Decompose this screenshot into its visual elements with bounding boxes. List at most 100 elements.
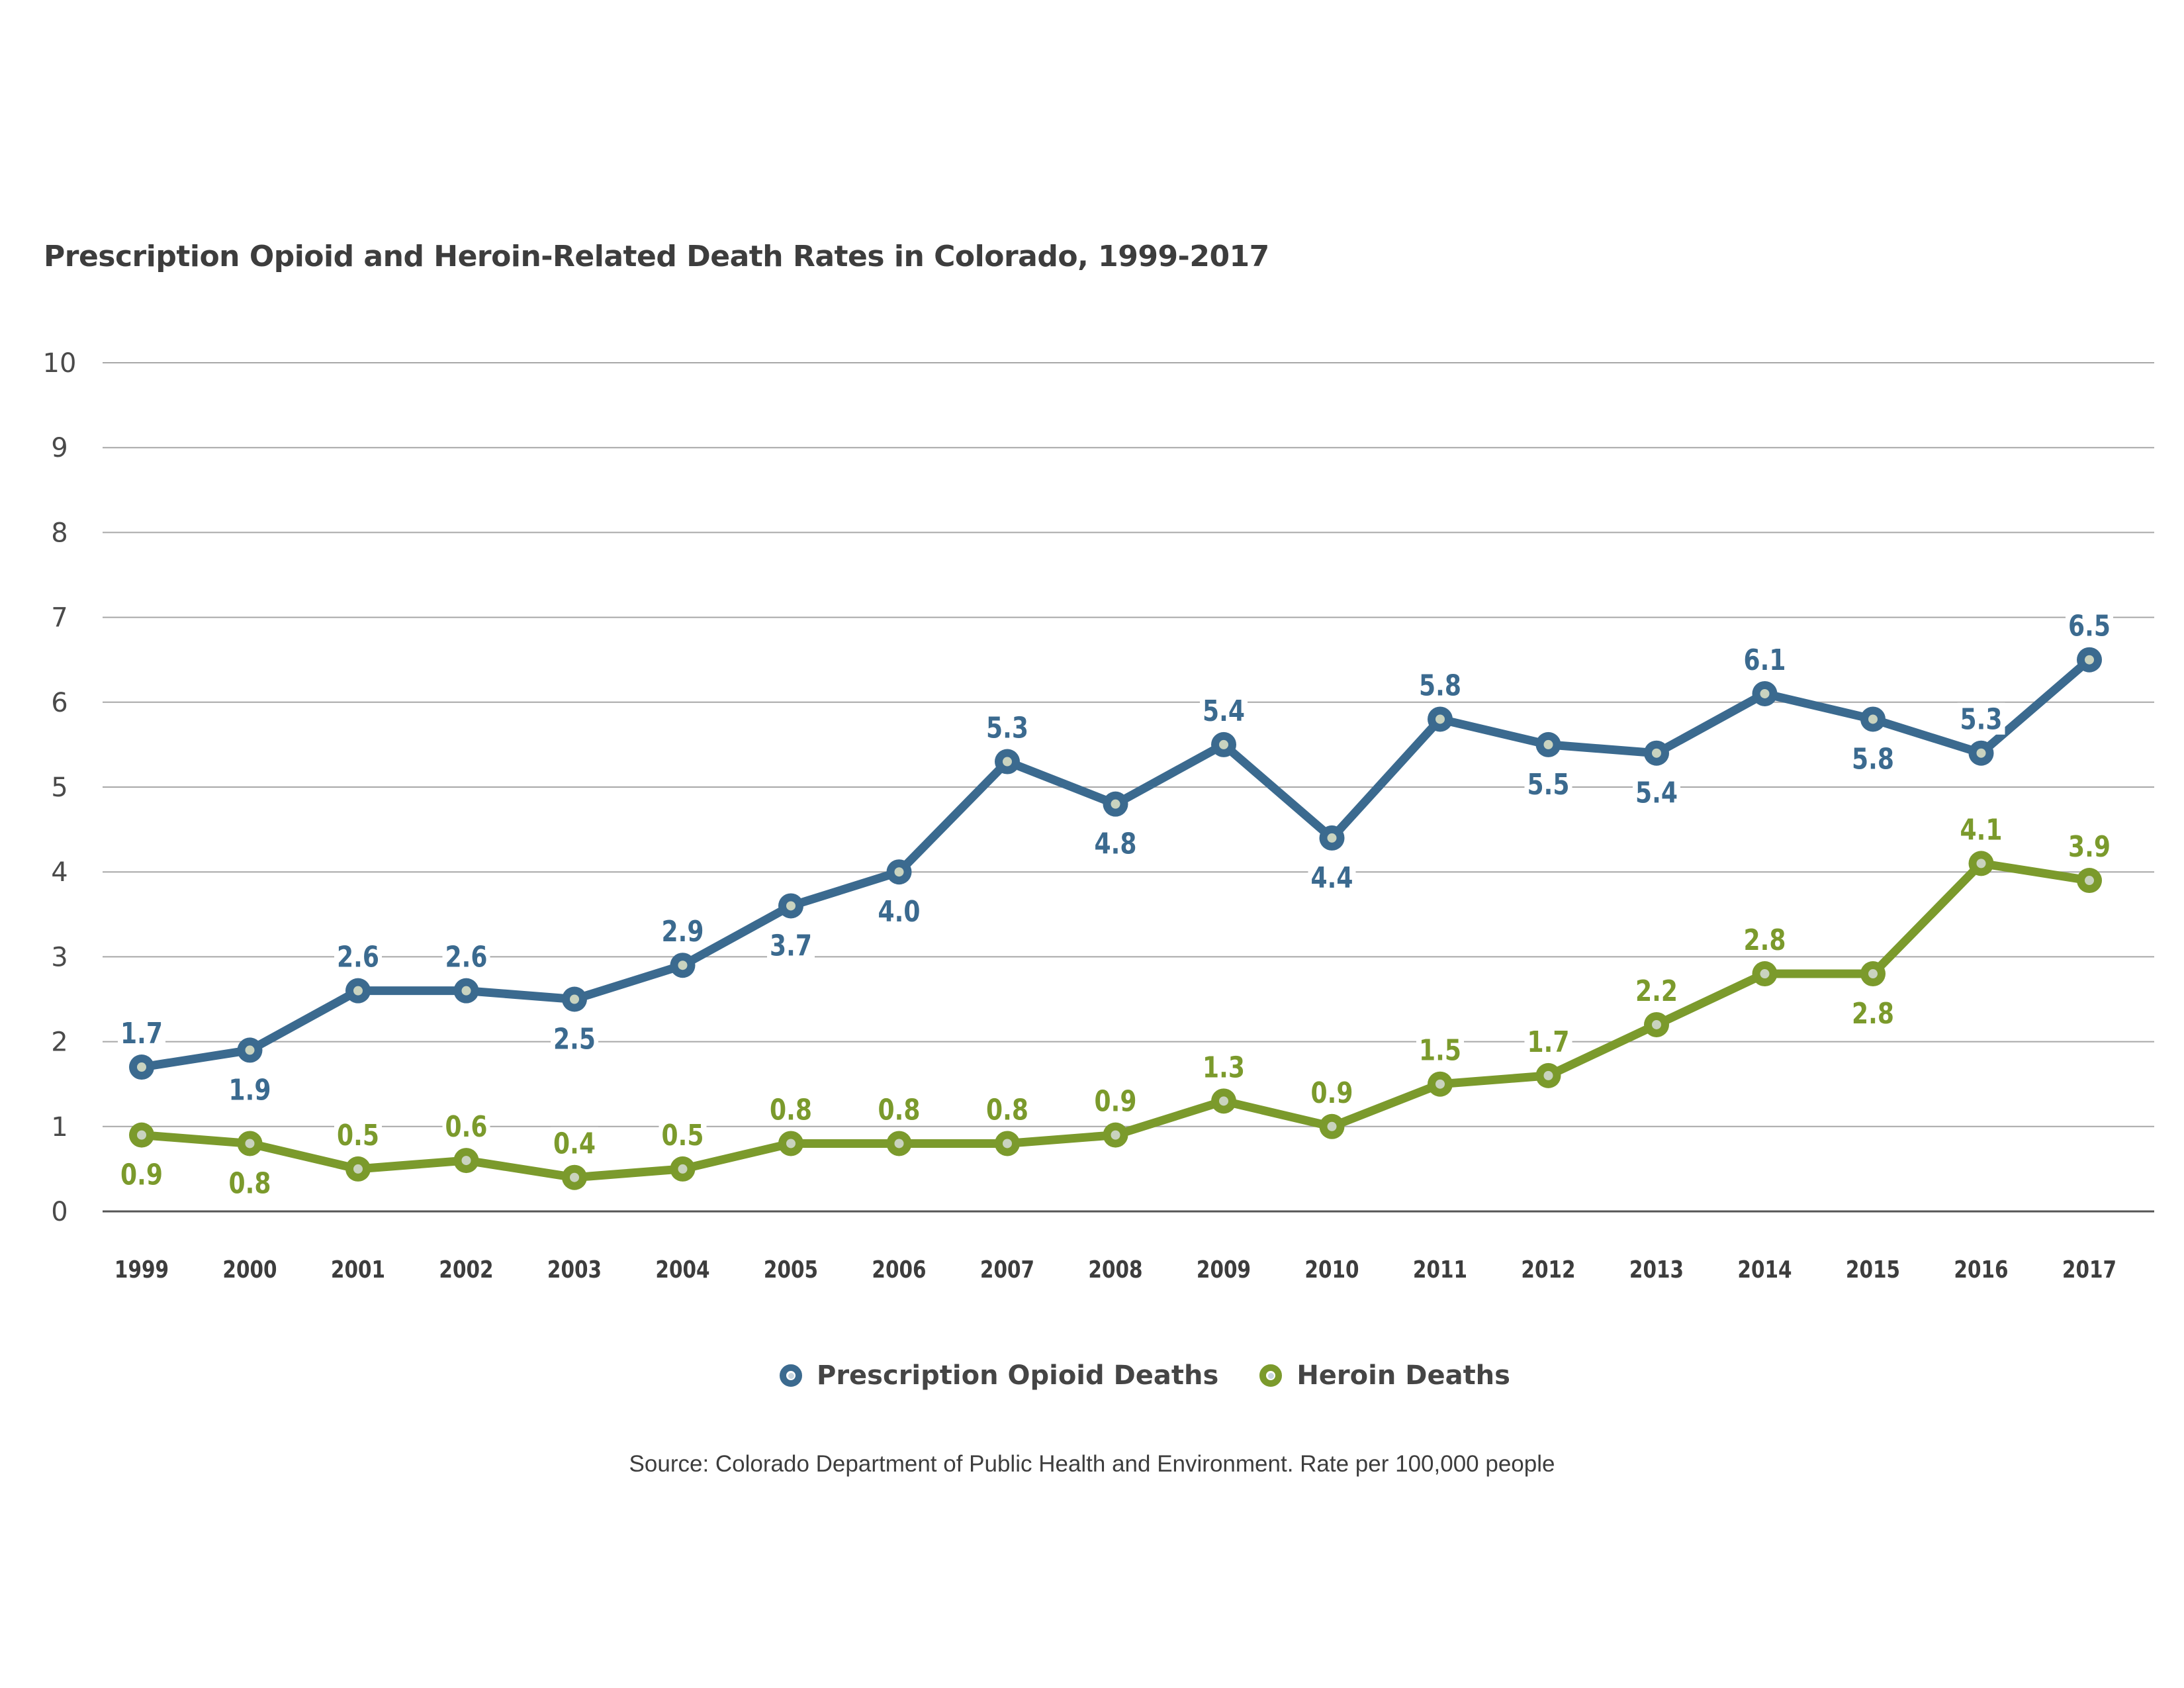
x-tick-label: 2017 xyxy=(2062,1255,2116,1284)
data-label-background xyxy=(983,711,1031,743)
data-point-center xyxy=(2085,876,2094,886)
x-tick-label: 2000 xyxy=(222,1255,277,1284)
data-label-background xyxy=(1633,776,1680,808)
data-label-opioid: 6.5 xyxy=(2068,610,2111,643)
x-tick-label: 2009 xyxy=(1197,1255,1251,1284)
data-label-opioid: 4.8 xyxy=(1095,827,1137,861)
data-label-background xyxy=(1957,813,2005,845)
data-label-opioid: 3.7 xyxy=(770,929,812,962)
data-label-background xyxy=(1633,974,1680,1006)
data-label-heroin: 0.9 xyxy=(120,1158,163,1192)
data-point-center xyxy=(1543,1070,1553,1080)
x-tick-label: 2011 xyxy=(1413,1255,1467,1284)
data-label-background xyxy=(1416,1033,1464,1066)
legend-marker-circle-icon xyxy=(780,1364,802,1387)
data-label-heroin: 0.5 xyxy=(662,1119,704,1152)
data-label-opioid: 1.7 xyxy=(120,1017,163,1051)
data-label-opioid: 5.8 xyxy=(1419,669,1461,702)
series-group xyxy=(129,647,2102,1190)
data-label-opioid: 5.5 xyxy=(1527,769,1570,802)
data-point-center xyxy=(461,986,471,996)
data-point-center xyxy=(1976,748,1986,758)
data-label-heroin: 4.1 xyxy=(1960,814,2003,847)
data-point-center xyxy=(1976,859,1986,868)
data-label-heroin: 2.8 xyxy=(1744,924,1786,957)
data-label-background xyxy=(226,1166,274,1199)
data-label-heroin: 0.5 xyxy=(337,1119,379,1152)
data-label-heroin: 0.8 xyxy=(770,1094,812,1127)
data-point-center xyxy=(1219,1096,1228,1106)
data-point-center xyxy=(570,1172,579,1182)
x-tick-label: 2012 xyxy=(1521,1255,1575,1284)
data-label-heroin: 2.8 xyxy=(1852,998,1894,1031)
data-label-background xyxy=(118,1158,165,1190)
data-label-background xyxy=(1849,997,1897,1029)
data-label-opioid: 4.0 xyxy=(878,896,921,929)
legend-item-heroin[interactable]: Heroin Deaths xyxy=(1259,1360,1510,1391)
data-label-background xyxy=(1091,827,1140,859)
data-point-center xyxy=(1760,969,1770,979)
legend: Prescription Opioid Deaths Heroin Deaths xyxy=(780,1360,1551,1391)
legend-marker-circle-icon xyxy=(1259,1364,1283,1387)
data-point-center xyxy=(1327,833,1337,843)
data-label-background xyxy=(226,1073,274,1105)
x-tick-label: 2005 xyxy=(764,1255,818,1284)
y-tick-label: 5 xyxy=(51,773,68,803)
legend-item-prescription-opioid[interactable]: Prescription Opioid Deaths xyxy=(780,1360,1218,1391)
data-label-heroin: 0.4 xyxy=(553,1127,596,1160)
data-label-opioid: 4.4 xyxy=(1311,862,1353,895)
data-label-background xyxy=(1849,742,1897,774)
data-label-background xyxy=(1416,669,1464,701)
data-label-background xyxy=(118,1017,165,1049)
x-tick-label: 2006 xyxy=(872,1255,926,1284)
series-line-opioid xyxy=(137,655,2094,1072)
data-label-background xyxy=(1200,694,1248,726)
data-point-center xyxy=(678,1164,688,1174)
data-label-heroin: 0.8 xyxy=(229,1167,271,1200)
data-point-center xyxy=(1111,1130,1120,1140)
data-label-background xyxy=(767,1093,815,1125)
data-label-background xyxy=(551,1127,598,1159)
data-point-center xyxy=(786,901,796,911)
data-point-center xyxy=(1760,688,1770,698)
y-tick-label: 7 xyxy=(51,603,68,633)
data-label-background xyxy=(1091,1084,1140,1117)
y-tick-label: 6 xyxy=(51,688,68,718)
data-label-background xyxy=(1741,643,1789,675)
source-note: Source: Colorado Department of Public He… xyxy=(629,1451,1555,1477)
data-label-background xyxy=(875,1093,923,1125)
x-axis-ticks: 1999 2000 2001 2002 2003 2004 2005 2006 2007 2008… xyxy=(114,1255,2116,1284)
data-label-background xyxy=(1741,923,1789,956)
y-tick-label: 9 xyxy=(51,433,68,463)
data-label-background xyxy=(551,1022,598,1055)
data-label-opioid: 5.3 xyxy=(986,712,1028,745)
y-tick-label: 4 xyxy=(51,857,68,888)
data-label-heroin: 0.8 xyxy=(878,1094,921,1127)
data-label-background xyxy=(767,929,815,961)
data-label-heroin: 3.9 xyxy=(2068,831,2111,864)
data-label-opioid: 5.3 xyxy=(1960,703,2003,736)
data-label-heroin: 0.9 xyxy=(1095,1085,1137,1118)
data-point-center xyxy=(894,1139,904,1149)
data-label-background xyxy=(1524,1025,1572,1057)
data-label-opioid: 5.8 xyxy=(1852,743,1894,776)
data-point-center xyxy=(786,1139,796,1149)
x-tick-label: 1999 xyxy=(114,1255,169,1284)
x-tick-label: 2008 xyxy=(1088,1255,1142,1284)
data-label-background xyxy=(1524,767,1572,800)
data-label-opioid: 2.5 xyxy=(553,1023,596,1056)
legend-label: Prescription Opioid Deaths xyxy=(817,1360,1219,1391)
x-tick-label: 2004 xyxy=(655,1255,709,1284)
data-label-heroin: 1.7 xyxy=(1527,1026,1570,1059)
data-point-center xyxy=(137,1130,146,1140)
data-label-background xyxy=(659,915,707,947)
data-label-background xyxy=(442,1110,490,1143)
y-tick-label: 2 xyxy=(51,1027,68,1058)
data-label-background xyxy=(1308,861,1356,893)
data-point-center xyxy=(353,986,363,996)
data-point-center xyxy=(353,1164,363,1174)
x-tick-label: 2016 xyxy=(1954,1255,2008,1284)
data-point-center xyxy=(2085,655,2094,665)
chart-title: Prescription Opioid and Heroin-Related D… xyxy=(44,240,1269,273)
